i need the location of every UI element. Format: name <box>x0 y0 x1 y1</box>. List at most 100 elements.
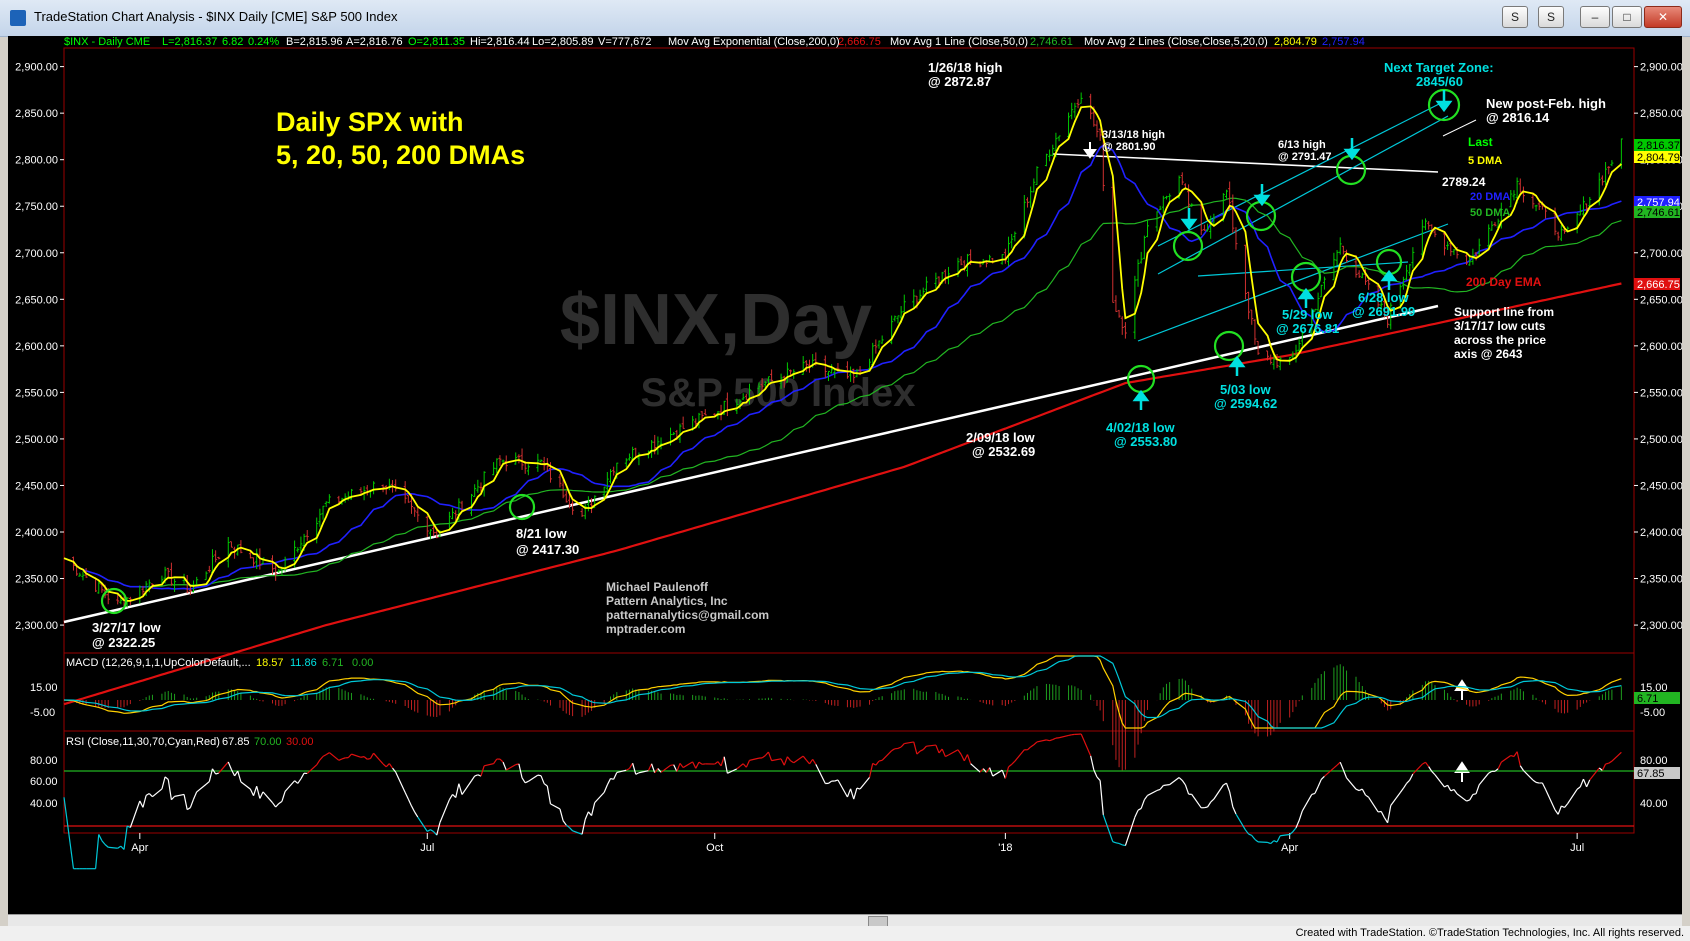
annot-new-high-value: @ 2816.14 <box>1486 110 1550 125</box>
rsi-segment <box>1342 769 1348 779</box>
rsi-segment <box>790 760 795 764</box>
rsi-segment <box>1184 784 1190 795</box>
price-chart[interactable]: $INX - Daily CME L=2,816.37 6.82 0.24% B… <box>8 36 1682 914</box>
rsi-segment <box>632 763 637 775</box>
rsi-segment <box>430 829 434 833</box>
channel-line-base[interactable] <box>1197 261 1409 277</box>
arrow-up-icon <box>1132 389 1150 410</box>
rsi-segment <box>603 784 608 793</box>
title-bar: TradeStation Chart Analysis - $INX Daily… <box>0 0 1690 37</box>
rsi-segment <box>1090 755 1095 770</box>
macd-value-1: 18.57 <box>256 657 284 669</box>
annot-support-1: Support line from <box>1454 305 1554 319</box>
rsi-segment <box>227 761 232 770</box>
rsi-segment <box>1383 817 1389 824</box>
rsi-right-tick-80: 80.00 <box>1640 755 1668 767</box>
rsi-segment <box>1466 799 1470 802</box>
annot-new-high: New post-Feb. high <box>1486 96 1606 111</box>
annot-low-0529: 5/29 low <box>1282 307 1333 322</box>
rsi-segment <box>1601 763 1607 771</box>
rsi-segment <box>1301 794 1313 812</box>
y-tick-label-right: 2,450.00 <box>1640 480 1682 492</box>
rsi-segment <box>167 779 172 800</box>
rsi-segment <box>1358 788 1363 792</box>
header-ma2-value-2: 2,757.94 <box>1322 36 1365 48</box>
macd-value-4: 0.00 <box>352 657 373 669</box>
rsi-segment <box>1178 777 1183 781</box>
minimize-button[interactable]: – <box>1580 6 1610 28</box>
rsi-segment <box>682 761 693 769</box>
rsi-segment <box>319 755 324 761</box>
rsi-segment <box>1122 844 1126 847</box>
rsi-segment <box>1390 792 1401 806</box>
rsi-segment <box>562 820 567 826</box>
badge-ma50: 2,746.61 <box>1637 207 1680 219</box>
author-email: patternanalytics@gmail.com <box>606 608 769 622</box>
rsi-segment <box>628 762 634 769</box>
rsi-segment <box>164 776 169 780</box>
header-ma2-value-1: 2,804.79 <box>1274 36 1317 48</box>
annot-low-0628: 6/28 low <box>1358 290 1409 305</box>
channel-line-upper[interactable] <box>1157 101 1444 247</box>
rsi-segment <box>325 752 330 756</box>
rsi-segment <box>1251 835 1256 840</box>
annot-low-0402: 4/02/18 low <box>1106 420 1176 435</box>
rsi-segment <box>1314 786 1319 794</box>
rsi-value-2: 70.00 <box>254 736 282 748</box>
rsi-segment <box>322 754 327 757</box>
chart-area[interactable]: $INX - Daily CME L=2,816.37 6.82 0.24% B… <box>8 36 1682 914</box>
rsi-segment <box>1267 841 1271 845</box>
symbol-link-button-2[interactable]: S <box>1538 6 1564 28</box>
rsi-segment <box>230 769 236 777</box>
horizontal-scrollbar[interactable] <box>8 914 1682 928</box>
rsi-segment <box>992 769 1003 777</box>
rsi-segment <box>1014 749 1025 762</box>
rsi-segment <box>493 758 498 764</box>
rsi-segment <box>1488 770 1493 774</box>
rsi-segment <box>259 791 264 799</box>
rsi-segment <box>433 831 438 836</box>
annot-low-0327: 3/27/17 low <box>92 620 162 635</box>
rsi-segment <box>1147 789 1158 796</box>
arrow-down-icon <box>1343 138 1361 161</box>
rsi-segment <box>474 774 479 777</box>
rsi-segment <box>505 764 517 771</box>
rsi-segment <box>550 803 561 810</box>
rsi-segment <box>546 785 552 804</box>
ma-50-line <box>63 197 1622 588</box>
annot-support-2: 3/17/17 low cuts <box>1454 319 1546 333</box>
rsi-segment <box>793 755 804 764</box>
rsi-segment <box>1472 793 1477 796</box>
rsi-segment <box>1143 795 1149 801</box>
rsi-segment <box>670 764 674 766</box>
maximize-button[interactable]: □ <box>1612 6 1642 28</box>
close-button[interactable]: ✕ <box>1644 6 1682 28</box>
rsi-segment <box>1235 813 1246 831</box>
rsi-segment <box>395 771 406 793</box>
rsi-segment <box>1159 785 1164 790</box>
rsi-segment <box>1008 763 1013 768</box>
symbol-link-button[interactable]: S <box>1502 6 1528 28</box>
rsi-segment <box>1589 767 1600 781</box>
rsi-segment <box>1576 786 1581 790</box>
legend-20-dma: 20 DMA <box>1470 191 1510 203</box>
y-tick-label-right: 2,600.00 <box>1640 341 1682 353</box>
rsi-segment <box>1280 833 1290 837</box>
rsi-segment <box>673 764 678 772</box>
rsi-segment <box>458 783 463 795</box>
rsi-segment <box>1036 739 1047 743</box>
rsi-segment <box>584 811 589 820</box>
header-ma1-label: Mov Avg 1 Line (Close,50,0) <box>890 36 1028 48</box>
rsi-segment <box>916 750 921 755</box>
channel-line-mid[interactable] <box>1157 115 1449 275</box>
rsi-segment <box>812 759 817 765</box>
rsi-segment <box>1336 761 1341 766</box>
support-trendline[interactable] <box>63 304 1439 624</box>
rsi-segment <box>537 774 542 777</box>
rsi-segment <box>1295 820 1300 829</box>
rsi-segment <box>1355 788 1360 792</box>
rsi-tick-60: 60.00 <box>30 776 58 788</box>
annot-high-0613-value: @ 2791.47 <box>1278 151 1332 163</box>
rsi-label: RSI (Close,11,30,70,Cyan,Red) <box>66 736 220 748</box>
